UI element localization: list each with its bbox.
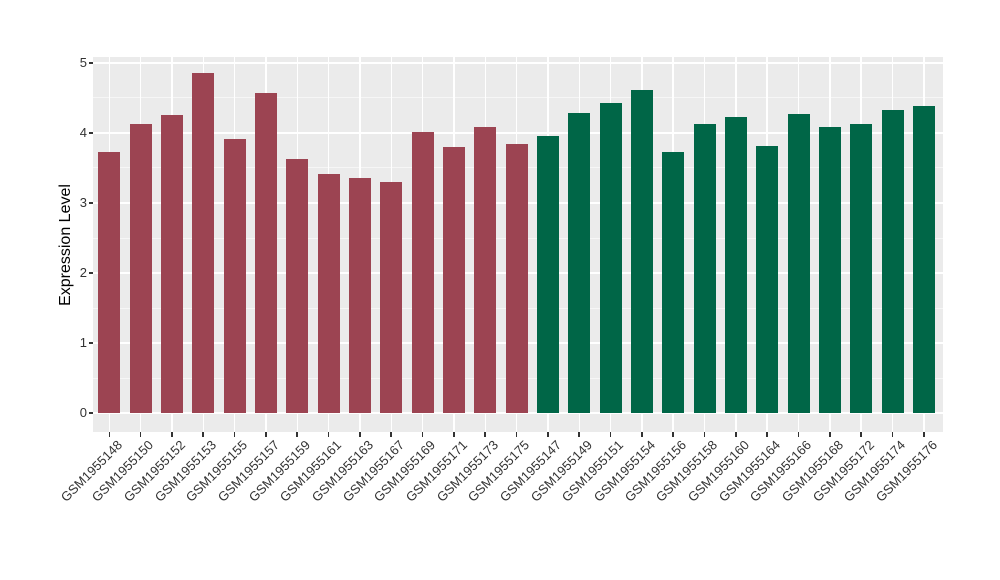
bar-GSM1955164 bbox=[756, 146, 779, 414]
bar-GSM1955171 bbox=[442, 146, 465, 414]
bar-GSM1955152 bbox=[160, 115, 183, 414]
y-tick-mark bbox=[88, 272, 93, 274]
x-tick-mark bbox=[265, 432, 267, 437]
x-tick-mark bbox=[766, 432, 769, 437]
x-tick-mark bbox=[735, 432, 737, 437]
x-tick-mark bbox=[641, 432, 643, 437]
bar-GSM1955173 bbox=[474, 126, 497, 414]
x-tick-mark bbox=[139, 432, 142, 437]
x-tick-mark bbox=[327, 432, 330, 437]
x-tick-mark bbox=[829, 432, 831, 437]
y-tick-mark bbox=[88, 62, 93, 64]
bar-GSM1955157 bbox=[254, 92, 277, 414]
x-tick-mark bbox=[453, 432, 455, 437]
bar-GSM1955166 bbox=[787, 113, 810, 414]
x-tick-mark bbox=[703, 432, 706, 437]
y-tick-mark bbox=[88, 132, 93, 134]
bar-GSM1955169 bbox=[411, 132, 434, 414]
bar-GSM1955172 bbox=[850, 123, 873, 414]
bar-GSM1955150 bbox=[129, 124, 152, 414]
bar-GSM1955147 bbox=[536, 136, 559, 414]
gridline-major bbox=[93, 131, 943, 134]
gridline-minor bbox=[93, 97, 943, 99]
x-tick-mark bbox=[108, 432, 111, 437]
x-tick-mark bbox=[421, 432, 424, 437]
bar-GSM1955163 bbox=[348, 178, 371, 414]
bar-GSM1955175 bbox=[505, 144, 528, 414]
x-tick-mark bbox=[672, 432, 675, 437]
x-tick-mark bbox=[359, 432, 361, 437]
x-tick-mark bbox=[390, 432, 393, 437]
gridline-major bbox=[93, 61, 943, 64]
x-tick-mark bbox=[484, 432, 487, 437]
y-tick-mark bbox=[88, 342, 93, 344]
y-tick-label: 5 bbox=[79, 54, 87, 70]
bar-GSM1955161 bbox=[317, 174, 340, 414]
bar-GSM1955159 bbox=[286, 158, 309, 414]
y-tick-label: 4 bbox=[79, 124, 87, 140]
y-tick-mark bbox=[88, 412, 93, 414]
y-tick-mark bbox=[88, 202, 93, 204]
y-tick-label: 1 bbox=[79, 335, 87, 351]
bar-GSM1955158 bbox=[693, 124, 716, 414]
bar-GSM1955168 bbox=[818, 126, 841, 414]
x-tick-mark bbox=[296, 432, 299, 437]
bar-GSM1955153 bbox=[192, 73, 215, 414]
x-tick-mark bbox=[171, 432, 173, 437]
bar-GSM1955176 bbox=[912, 105, 935, 414]
bar-GSM1955167 bbox=[380, 181, 403, 414]
x-tick-mark bbox=[891, 432, 894, 437]
plot-panel bbox=[93, 57, 943, 432]
y-tick-label: 3 bbox=[79, 194, 87, 210]
bar-GSM1955148 bbox=[98, 151, 121, 414]
bar-GSM1955151 bbox=[599, 103, 622, 414]
bar-GSM1955174 bbox=[881, 110, 904, 414]
x-tick-mark bbox=[515, 432, 518, 437]
x-tick-mark bbox=[923, 432, 925, 437]
bar-GSM1955156 bbox=[662, 151, 685, 414]
y-tick-label: 0 bbox=[79, 405, 87, 421]
bar-GSM1955149 bbox=[568, 112, 591, 414]
x-tick-mark bbox=[609, 432, 612, 437]
x-tick-mark bbox=[547, 432, 549, 437]
x-tick-mark bbox=[797, 432, 800, 437]
y-tick-label: 2 bbox=[79, 265, 87, 281]
x-tick-mark bbox=[578, 432, 581, 437]
bar-GSM1955154 bbox=[630, 90, 653, 414]
gridline-major bbox=[93, 412, 943, 415]
x-tick-mark bbox=[860, 432, 862, 437]
x-tick-mark bbox=[233, 432, 236, 437]
bar-GSM1955155 bbox=[223, 139, 246, 414]
bar-GSM1955160 bbox=[724, 116, 747, 414]
x-tick-mark bbox=[202, 432, 205, 437]
